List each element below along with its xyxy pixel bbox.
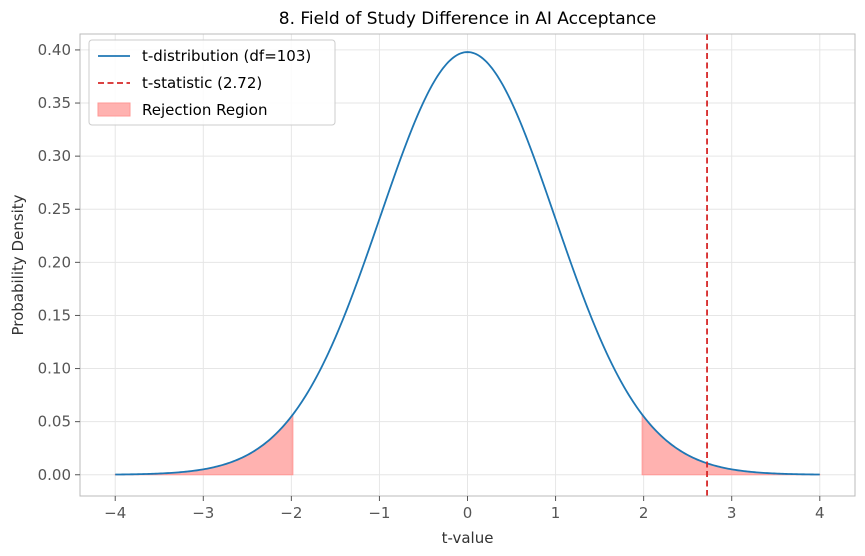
t-distribution-curve xyxy=(115,51,820,476)
x-tick-label: −2 xyxy=(280,504,302,522)
chart-title: 8. Field of Study Difference in AI Accep… xyxy=(279,9,656,29)
x-tick-label: 2 xyxy=(639,504,649,522)
y-tick-label: 0.15 xyxy=(38,306,71,324)
y-tick-label: 0.10 xyxy=(38,360,71,378)
y-tick-label: 0.25 xyxy=(38,200,71,218)
y-tick-label: 0.30 xyxy=(38,147,71,165)
legend-label-t-distribution: t-distribution (df=103) xyxy=(142,47,311,65)
x-tick-label: 0 xyxy=(463,504,473,522)
x-axis-ticks: −4 −3 −2 −1 0 1 2 3 4 xyxy=(104,496,825,522)
x-tick-label: −1 xyxy=(368,504,390,522)
x-tick-label: 4 xyxy=(815,504,825,522)
x-tick-label: −3 xyxy=(192,504,214,522)
legend-label-t-statistic: t-statistic (2.72) xyxy=(142,74,262,92)
x-tick-label: 3 xyxy=(727,504,737,522)
y-axis-label: Probability Density xyxy=(9,194,27,335)
y-tick-label: 0.40 xyxy=(38,41,71,59)
y-axis-ticks: 0.00 0.05 0.10 0.15 0.20 0.25 0.30 0.35 0.40 xyxy=(38,41,80,484)
y-tick-label: 0.00 xyxy=(38,466,71,484)
legend-swatch-rejection-region xyxy=(97,102,131,117)
y-tick-label: 0.35 xyxy=(38,94,71,112)
legend-box xyxy=(88,39,336,126)
x-tick-label: 1 xyxy=(551,504,561,522)
x-axis-label: t-value xyxy=(442,529,494,547)
legend: t-distribution (df=103) t-statistic (2.7… xyxy=(88,39,336,126)
y-tick-label: 0.20 xyxy=(38,253,71,271)
legend-label-rejection-region: Rejection Region xyxy=(142,101,267,119)
y-tick-label: 0.05 xyxy=(38,413,71,431)
x-tick-label: −4 xyxy=(104,504,126,522)
